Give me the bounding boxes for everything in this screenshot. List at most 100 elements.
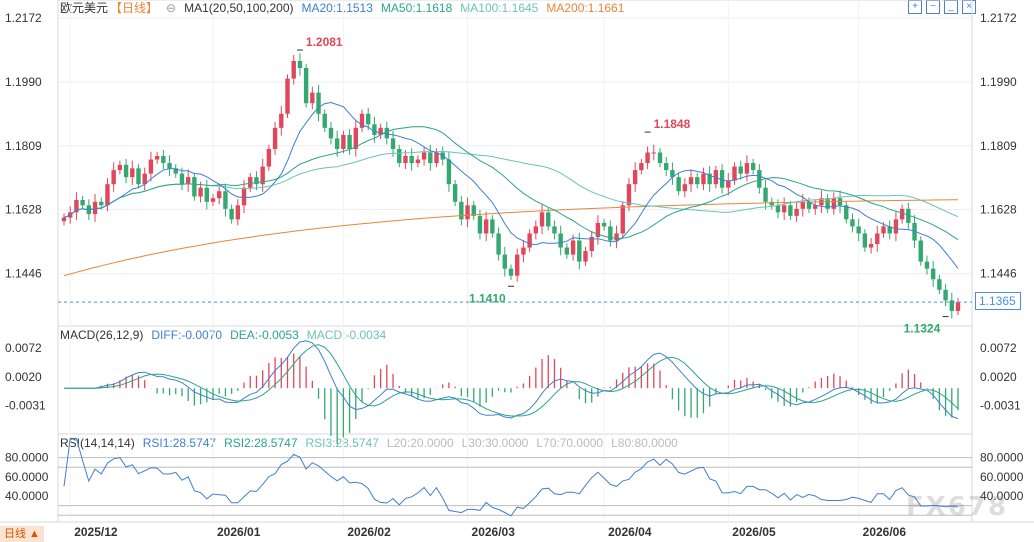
candle-body [881,226,886,234]
rsi-l30: L30:30.0000 [461,436,529,450]
candle-body [601,222,607,227]
candle-body [800,201,805,209]
candle-body [583,251,588,262]
price-tick-right: 1.1628 [980,203,1017,217]
candle-body [887,226,892,234]
candle-body [471,205,476,216]
candle-body [173,168,178,174]
candle-body [428,152,433,164]
time-tick-label: 2026/05 [732,525,776,539]
candle-body [626,184,632,206]
candle-body [390,138,396,149]
candle-body [645,152,650,164]
period-label[interactable]: 【日线】 [110,1,159,15]
candle-body [235,205,241,220]
candle-body [738,166,743,174]
extreme-label: 1.1848 [654,117,691,131]
rsi1-value: RSI1:28.5747 [142,436,217,450]
candle-body [937,279,942,290]
candle-body [483,219,489,234]
period-flag[interactable]: 日线 ▲ [0,526,44,542]
watermark: FX678 [906,492,1009,522]
candle-body [521,247,526,255]
candle-body [620,205,625,234]
candle-body [868,244,874,248]
rsi-line [63,437,959,517]
candle-body [446,159,452,185]
candle-body [794,208,799,216]
candle-body [291,60,296,79]
candle-body [906,208,911,223]
candle-body [316,92,321,114]
candle-body [61,217,67,222]
price-tick-left: 1.2172 [5,11,42,25]
rsi3-value: RSI3:28.5747 [305,436,379,450]
candle-body [341,134,346,149]
settings-icon[interactable]: ⊖ [166,1,177,15]
price-tick-left: 1.1446 [5,267,42,281]
candle-body [266,148,272,167]
candle-body [210,198,216,202]
candle-body [297,60,303,68]
candle-body [651,152,656,154]
price-tick-right: 1.1809 [980,139,1017,153]
time-tick-label: 2026/03 [472,525,516,539]
candle-body [415,159,421,164]
candle-body [384,127,390,139]
rsi2-value: RSI2:28.5747 [224,436,298,450]
candle-body [682,184,688,192]
candle-body [552,226,557,234]
ma20-value: MA20:1.1513 [301,1,373,15]
rsi-pane-frame [57,433,973,523]
candle-body [74,200,79,213]
candle-body [657,152,663,164]
candle-body [111,170,116,185]
candle-body [570,240,576,255]
candle-body [589,236,594,252]
candle-body [688,177,694,185]
candle-body [844,205,849,220]
macd-diff-line [64,340,959,420]
rsi-l70: L70:70.0000 [536,436,604,450]
rsi-legend: RSI(14,14,14) RSI1:28.5747 RSI2:28.5747 RSI… [60,435,686,451]
price-tick-left: 1.1990 [5,75,42,89]
candle-body [328,127,334,139]
candle-body [154,156,160,160]
ma-label: MA1(20,50,100,200) [184,1,294,15]
extreme-label: 1.1324 [904,322,941,336]
zoom-out-icon[interactable]: − [926,0,940,14]
candle-body [781,205,787,213]
macd-tick-right: 0.0020 [980,370,1017,384]
time-tick-label: 2026/04 [608,525,652,539]
candle-body [763,187,768,202]
candle-body [217,191,222,199]
candle-body [875,233,880,245]
macd-dea: DEA:-0.0053 [230,328,299,342]
candle-body [198,187,203,197]
macd-diff: DIFF:-0.0070 [151,328,223,342]
candle-body [322,113,327,128]
candle-body [546,212,551,227]
candle-body [608,226,613,241]
extreme-label: 1.1410 [469,291,506,305]
candle-body [477,215,483,234]
candle-body [943,289,948,301]
candle-body [452,184,458,202]
candle-body [105,184,110,206]
candle-body [893,219,899,234]
candle-body [397,148,402,164]
candle-body [726,180,731,188]
candle-body [179,173,185,185]
price-tick-left: 1.1628 [5,203,42,217]
candle-body [409,156,414,164]
candle-body [527,233,532,248]
current-price-tag: 1.1365 [975,292,1021,310]
candle-body [80,200,85,206]
macd-dea-line [64,344,959,417]
macd-pane-frame [57,325,973,435]
rsi-tick-left: 80.0000 [5,451,49,465]
candle-body [949,300,954,311]
candle-body [279,113,284,128]
candle-body [148,159,154,174]
